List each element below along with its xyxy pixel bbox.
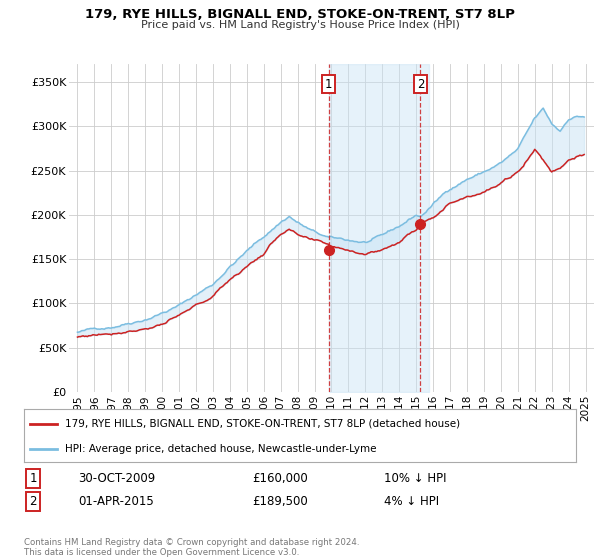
Text: 10% ↓ HPI: 10% ↓ HPI [384, 472, 446, 486]
Text: 1: 1 [29, 472, 37, 486]
Text: 179, RYE HILLS, BIGNALL END, STOKE-ON-TRENT, ST7 8LP: 179, RYE HILLS, BIGNALL END, STOKE-ON-TR… [85, 8, 515, 21]
Text: 4% ↓ HPI: 4% ↓ HPI [384, 494, 439, 508]
Text: 2: 2 [29, 494, 37, 508]
Text: 1: 1 [325, 77, 332, 91]
Text: 01-APR-2015: 01-APR-2015 [78, 494, 154, 508]
Text: 2: 2 [416, 77, 424, 91]
Text: 30-OCT-2009: 30-OCT-2009 [78, 472, 155, 486]
Text: £189,500: £189,500 [252, 494, 308, 508]
Text: 179, RYE HILLS, BIGNALL END, STOKE-ON-TRENT, ST7 8LP (detached house): 179, RYE HILLS, BIGNALL END, STOKE-ON-TR… [65, 419, 461, 429]
Text: Price paid vs. HM Land Registry's House Price Index (HPI): Price paid vs. HM Land Registry's House … [140, 20, 460, 30]
Text: £160,000: £160,000 [252, 472, 308, 486]
Text: Contains HM Land Registry data © Crown copyright and database right 2024.
This d: Contains HM Land Registry data © Crown c… [24, 538, 359, 557]
Text: HPI: Average price, detached house, Newcastle-under-Lyme: HPI: Average price, detached house, Newc… [65, 444, 377, 454]
